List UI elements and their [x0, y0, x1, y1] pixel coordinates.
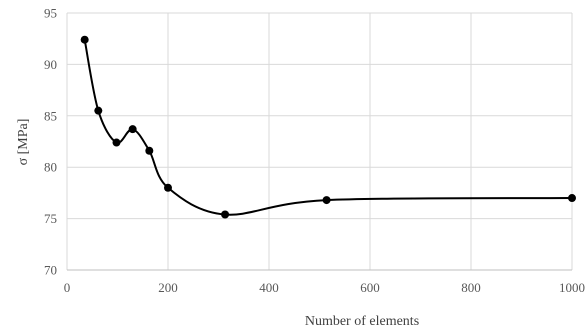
data-point-0-6	[221, 210, 230, 219]
marker-layer	[80, 35, 576, 219]
y-tick-label-0: 70	[44, 263, 57, 278]
y-tick-label-1: 75	[44, 211, 57, 226]
data-point-0-5	[164, 183, 172, 192]
data-point-0-0	[80, 35, 89, 44]
x-tick-label-1: 200	[158, 280, 178, 295]
data-point-0-8	[568, 194, 576, 203]
x-tick-label-3: 600	[360, 280, 380, 295]
series-line-0	[83, 39, 573, 216]
y-tick-label-3: 85	[44, 108, 57, 123]
data-point-0-1	[94, 106, 103, 115]
y-tick-label-4: 90	[44, 57, 57, 72]
curve-layer	[83, 39, 573, 216]
data-point-0-7	[322, 196, 331, 205]
y-axis-title: σ [MPa]	[16, 119, 31, 166]
x-tick-label-0: 0	[64, 280, 71, 295]
data-point-0-2	[112, 138, 121, 147]
y-tick-label-2: 80	[44, 160, 57, 175]
x-tick-label-4: 800	[461, 280, 481, 295]
gridlines	[66, 12, 573, 270]
x-tick-label-2: 400	[259, 280, 279, 295]
y-tick-label-5: 95	[44, 6, 57, 21]
x-tick-label-5: 1000	[559, 280, 585, 295]
x-axis-title: Number of elements	[305, 314, 419, 328]
tick-labels: 70 75 80 85 90 95 0 200 400 600 800 1000	[44, 6, 585, 296]
data-point-0-3	[128, 125, 137, 134]
data-point-0-4	[145, 146, 154, 155]
